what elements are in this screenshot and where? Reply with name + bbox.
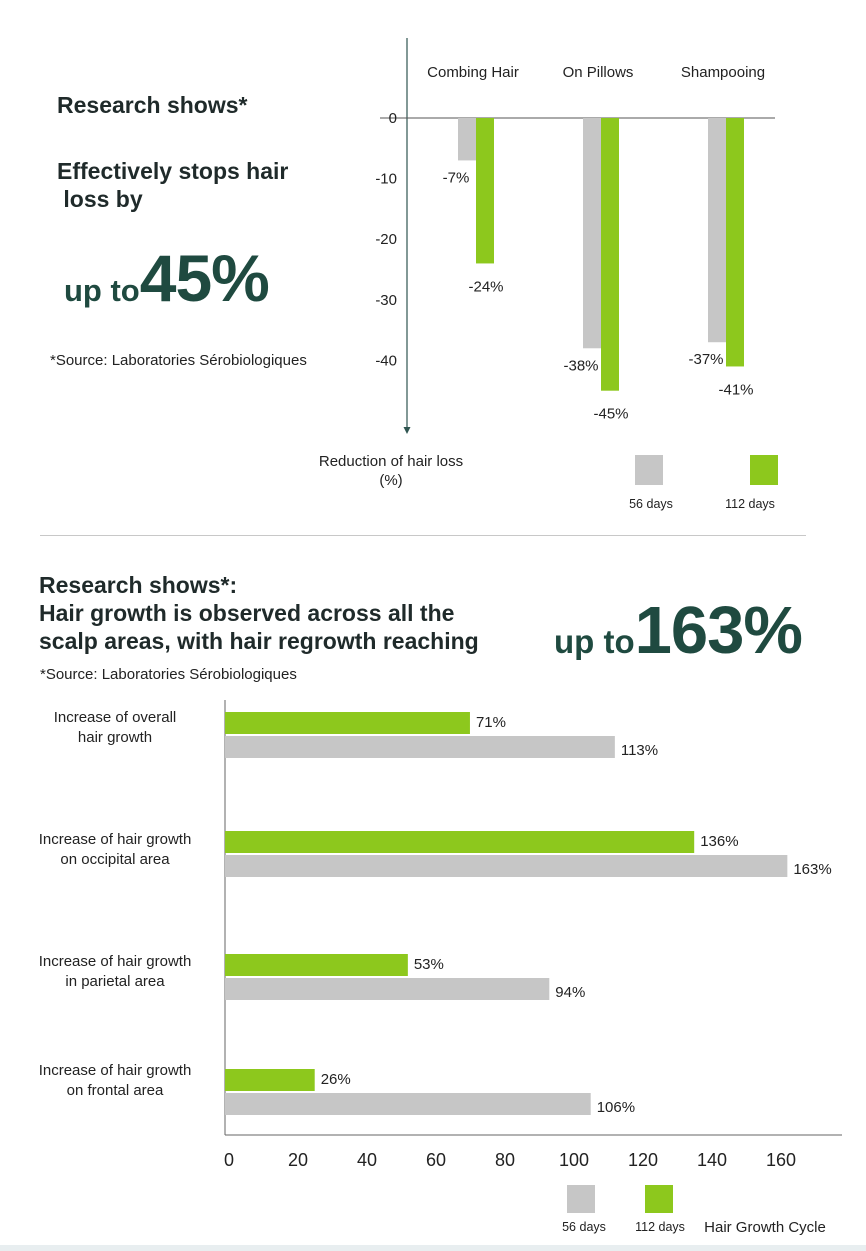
legend-label-112-days: 112 days — [725, 497, 775, 511]
bottom-big-value: 163% — [634, 593, 803, 668]
legend-swatch-56-days — [567, 1185, 595, 1213]
category-label-line1: Increase of overall — [54, 709, 177, 726]
y-tick-label: -10 — [375, 171, 397, 188]
y-tick-label: -30 — [375, 292, 397, 309]
bar-56-days — [708, 118, 726, 343]
bar-112-days — [225, 954, 408, 976]
data-label: -24% — [468, 278, 503, 295]
category-label-line1: Increase of hair growth — [39, 1062, 192, 1079]
legend-swatch-112-days — [750, 455, 778, 485]
bar-56-days — [225, 978, 550, 1000]
data-label: -37% — [688, 351, 723, 368]
bar-112-days — [601, 118, 619, 391]
legend-title: Hair Growth Cycle — [704, 1219, 826, 1236]
data-label: 53% — [414, 956, 444, 973]
top-up-to: up to — [64, 273, 140, 308]
data-label: -41% — [718, 381, 753, 398]
bottom-heading-line1: Research shows*: — [39, 572, 238, 598]
bottom-up-to: up to — [554, 623, 635, 660]
category-label-line1: Increase of hair growth — [39, 831, 192, 848]
y-tick-label: 0 — [389, 110, 397, 127]
legend-label-112-days: 112 days — [635, 1220, 685, 1234]
bar-56-days — [225, 736, 615, 758]
x-tick-label: 120 — [628, 1150, 658, 1170]
category-label: On Pillows — [563, 64, 634, 81]
top-subheading: Effectively stops hair loss by — [57, 157, 288, 213]
category-label: Combing Hair — [427, 64, 519, 81]
bottom-heading: Research shows*: Hair growth is observed… — [39, 571, 479, 655]
bar-112-days — [476, 118, 494, 264]
bar-56-days — [225, 1093, 591, 1115]
data-label: 71% — [476, 714, 506, 731]
category-label: Shampooing — [681, 64, 765, 81]
y-tick-label: -40 — [375, 352, 397, 369]
data-label: 94% — [555, 984, 585, 1001]
bottom-heading-line2: Hair growth is observed across all the — [39, 600, 455, 626]
data-label: 106% — [597, 1099, 635, 1116]
x-tick-label: 80 — [495, 1150, 515, 1170]
data-label: -45% — [593, 406, 628, 423]
data-label: -7% — [443, 169, 470, 186]
category-label-line2: in parietal area — [65, 973, 165, 990]
top-big-value: 45% — [139, 241, 270, 315]
bar-56-days — [225, 855, 788, 877]
y-tick-label: -20 — [375, 231, 397, 248]
y-axis-arrow — [403, 427, 411, 434]
bottom-heading-line3: scalp areas, with hair regrowth reaching — [39, 628, 479, 654]
legend-label-56-days: 56 days — [629, 497, 673, 511]
x-tick-label: 20 — [288, 1150, 308, 1170]
category-label-line2: hair growth — [78, 729, 152, 746]
y-axis-unit: (%) — [379, 472, 402, 489]
category-label-line1: Increase of hair growth — [39, 953, 192, 970]
legend-label-56-days: 56 days — [562, 1220, 606, 1234]
bar-112-days — [726, 118, 744, 367]
top-source: *Source: Laboratories Sérobiologiques — [50, 352, 307, 369]
growth-chart: 0 20 40 60 80 100 120 140 160 Increase of overall… — [39, 700, 842, 1236]
bar-112-days — [225, 712, 470, 734]
reduction-chart: 0 -10 -20 -30 -40 Combing Hair On Pillows Shamp… — [319, 38, 778, 511]
bar-56-days — [583, 118, 601, 349]
bottom-strip — [0, 1245, 866, 1251]
bar-56-days — [458, 118, 476, 161]
data-label: 113% — [621, 742, 658, 759]
legend-swatch-112-days — [645, 1185, 673, 1213]
data-label: -38% — [563, 357, 598, 374]
section-divider — [40, 535, 806, 536]
bar-112-days — [225, 831, 695, 853]
top-subheading-line2: loss by — [57, 186, 143, 212]
category-label-line2: on occipital area — [60, 851, 170, 868]
x-tick-label: 40 — [357, 1150, 377, 1170]
x-tick-label: 160 — [766, 1150, 796, 1170]
data-label: 163% — [793, 861, 831, 878]
bottom-source: *Source: Laboratories Sérobiologiques — [40, 666, 297, 683]
category-label-line2: on frontal area — [67, 1082, 164, 1099]
legend-swatch-56-days — [635, 455, 663, 485]
x-tick-label: 100 — [559, 1150, 589, 1170]
top-highlight: up to45% — [64, 240, 270, 316]
data-label: 26% — [321, 1071, 351, 1088]
top-subheading-line1: Effectively stops hair — [57, 158, 289, 184]
top-heading: Research shows* — [57, 92, 248, 118]
x-tick-label: 0 — [224, 1150, 234, 1170]
bar-112-days — [225, 1069, 315, 1091]
bottom-highlight: up to163% — [554, 592, 803, 669]
x-tick-label: 60 — [426, 1150, 446, 1170]
y-axis-label: Reduction of hair loss — [319, 453, 463, 470]
data-label: 136% — [700, 833, 738, 850]
x-tick-label: 140 — [697, 1150, 727, 1170]
